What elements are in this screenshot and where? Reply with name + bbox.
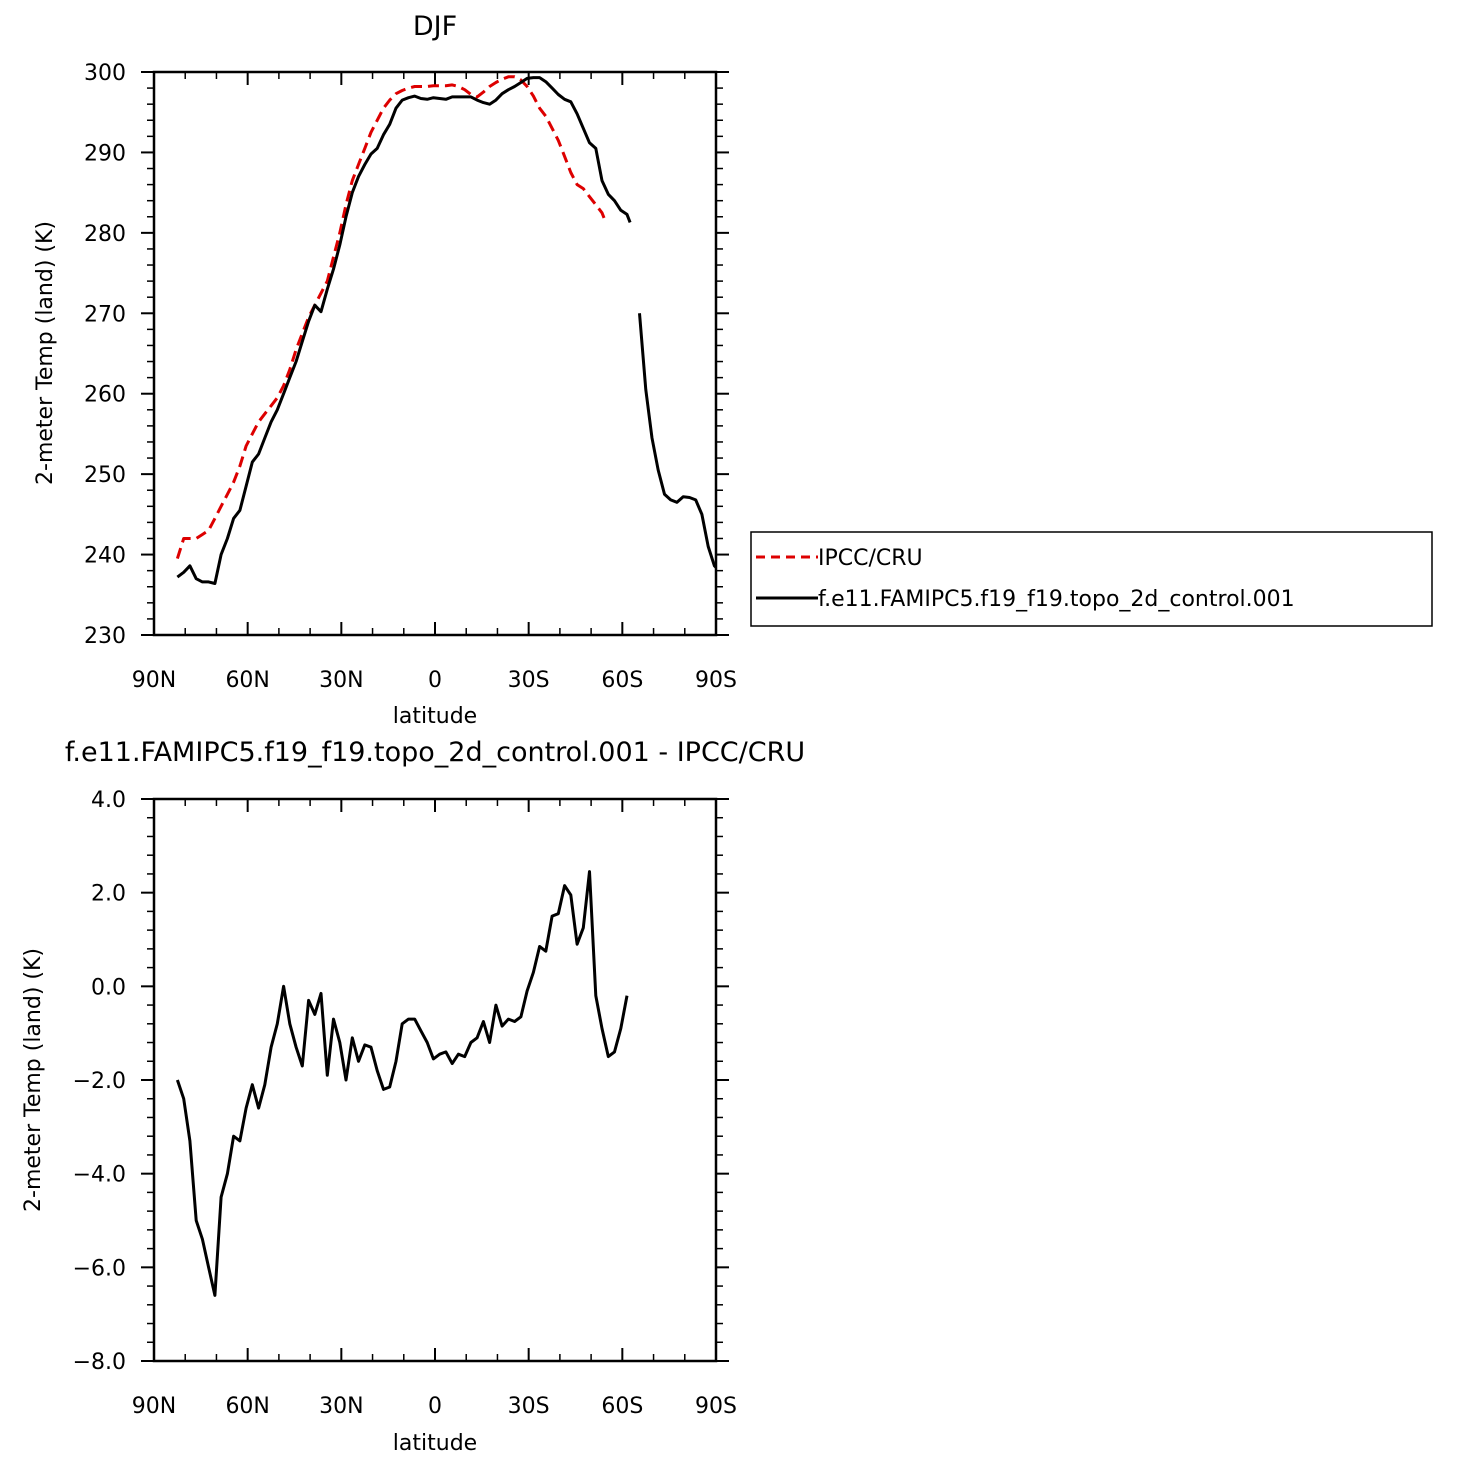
bottom-plot-ticks: 90N 60N 30N 0 30S 60S 90S −8.0 −6.0 −4.0 −2.0 0.0 2.… — [73, 788, 737, 1419]
y-tick-label: 2.0 — [91, 882, 126, 907]
y-tick-label: 270 — [84, 302, 126, 327]
bottom-y-axis-label: 2-meter Temp (land) (K) — [21, 948, 46, 1212]
x-tick-label: 60S — [601, 668, 643, 693]
x-tick-label: 60N — [225, 668, 269, 693]
bottom-plot-series — [175, 870, 629, 1297]
legend-label-model: f.e11.FAMIPC5.f19_f19.topo_2d_control.00… — [818, 587, 1295, 612]
x-tick-label: 60S — [601, 1394, 643, 1419]
legend: IPCC/CRU f.e11.FAMIPC5.f19_f19.topo_2d_c… — [750, 531, 1433, 627]
top-plot-series — [175, 75, 718, 585]
top-x-axis-label: latitude — [393, 704, 477, 729]
x-tick-label: 90S — [695, 668, 737, 693]
x-tick-label: 30S — [508, 1394, 550, 1419]
legend-label-ipcc-cru: IPCC/CRU — [818, 546, 923, 571]
top-series-line-0 — [175, 75, 607, 560]
y-tick-label: −2.0 — [73, 1069, 126, 1094]
y-tick-label: 250 — [84, 463, 126, 488]
top-plot-frame — [152, 70, 718, 637]
x-tick-label: 0 — [428, 668, 442, 693]
y-tick-label: 280 — [84, 222, 126, 247]
x-tick-label: 60N — [225, 1394, 269, 1419]
y-tick-label: 240 — [84, 544, 126, 569]
bottom-plot-panel: f.e11.FAMIPC5.f19_f19.topo_2d_control.00… — [21, 737, 805, 1456]
bottom-series-line-0 — [175, 870, 629, 1297]
x-tick-label: 90S — [695, 1394, 737, 1419]
y-tick-label: 4.0 — [91, 788, 126, 813]
y-tick-label: 290 — [84, 141, 126, 166]
y-tick-label: −4.0 — [73, 1163, 126, 1188]
top-plot-ticks: 90N 60N 30N 0 30S 60S 90S 230 240 250 260 270 280 290… — [84, 61, 737, 693]
bottom-x-axis-label: latitude — [393, 1431, 477, 1456]
top-plot-panel: DJF 90N 60N 30N 0 30S 60S 90S 230 240 250 260 270 28… — [33, 11, 1433, 729]
y-tick-label: −8.0 — [73, 1350, 126, 1375]
y-tick-label: 260 — [84, 383, 126, 408]
y-tick-label: −6.0 — [73, 1256, 126, 1281]
top-plot-title: DJF — [413, 11, 457, 42]
bottom-plot-frame — [152, 797, 718, 1363]
legend-frame — [750, 531, 1433, 627]
y-tick-label: 230 — [84, 624, 126, 649]
x-tick-label: 30N — [319, 1394, 363, 1419]
x-tick-label: 90N — [132, 1394, 176, 1419]
x-tick-label: 90N — [132, 668, 176, 693]
y-tick-label: 0.0 — [91, 975, 126, 1000]
x-tick-label: 30N — [319, 668, 363, 693]
top-y-axis-label: 2-meter Temp (land) (K) — [33, 221, 58, 485]
top-series-line-1 — [176, 76, 718, 585]
bottom-plot-title: f.e11.FAMIPC5.f19_f19.topo_2d_control.00… — [65, 737, 805, 768]
x-tick-label: 0 — [428, 1394, 442, 1419]
y-tick-label: 300 — [84, 61, 126, 86]
x-tick-label: 30S — [508, 668, 550, 693]
